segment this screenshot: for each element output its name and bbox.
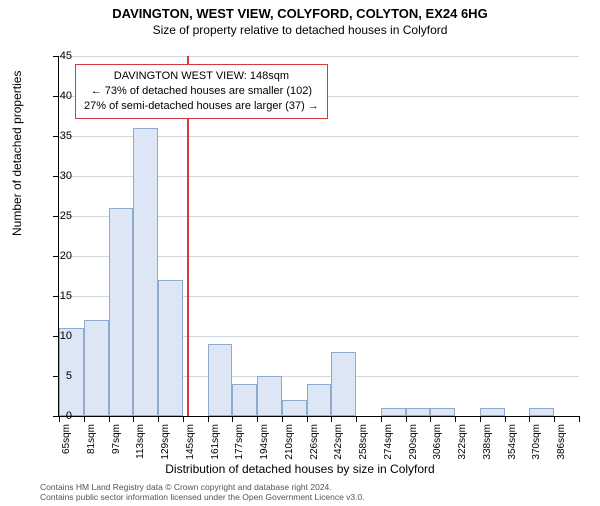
- x-tick: [183, 416, 184, 422]
- x-tick-label: 242sqm: [333, 424, 344, 460]
- y-tick-label: 15: [42, 290, 72, 302]
- x-tick-label: 210sqm: [284, 424, 295, 460]
- histogram-bar: [232, 384, 257, 416]
- annotation-box: DAVINGTON WEST VIEW: 148sqm← 73% of deta…: [75, 64, 328, 119]
- x-tick-label: 145sqm: [185, 424, 196, 460]
- histogram-bar: [84, 320, 109, 416]
- histogram-bar: [133, 128, 158, 416]
- y-tick-label: 10: [42, 330, 72, 342]
- histogram-bar: [109, 208, 134, 416]
- annotation-line-3: 27% of semi-detached houses are larger (…: [84, 99, 319, 114]
- y-tick-label: 40: [42, 90, 72, 102]
- y-tick-label: 25: [42, 210, 72, 222]
- y-tick-label: 5: [42, 370, 72, 382]
- x-tick: [133, 416, 134, 422]
- x-tick-label: 129sqm: [160, 424, 171, 460]
- x-tick-label: 161sqm: [210, 424, 221, 460]
- x-tick-label: 306sqm: [432, 424, 443, 460]
- x-tick-label: 258sqm: [358, 424, 369, 460]
- x-tick: [455, 416, 456, 422]
- histogram-bar: [307, 384, 332, 416]
- x-tick: [430, 416, 431, 422]
- footnote-line-2: Contains public sector information licen…: [40, 492, 365, 502]
- x-tick: [529, 416, 530, 422]
- x-tick: [554, 416, 555, 422]
- x-tick-label: 338sqm: [482, 424, 493, 460]
- x-tick-label: 354sqm: [507, 424, 518, 460]
- x-tick: [307, 416, 308, 422]
- x-tick: [208, 416, 209, 422]
- x-tick: [282, 416, 283, 422]
- x-tick: [406, 416, 407, 422]
- y-axis-title: Number of detached properties: [10, 71, 24, 236]
- x-tick-label: 290sqm: [408, 424, 419, 460]
- x-tick-label: 322sqm: [457, 424, 468, 460]
- x-tick-label: 97sqm: [111, 424, 122, 454]
- x-tick: [257, 416, 258, 422]
- histogram-bar: [331, 352, 356, 416]
- x-tick-label: 194sqm: [259, 424, 270, 460]
- histogram-bar: [257, 376, 282, 416]
- footnote-line-1: Contains HM Land Registry data © Crown c…: [40, 482, 365, 492]
- x-tick: [158, 416, 159, 422]
- x-tick: [579, 416, 580, 422]
- x-tick-label: 274sqm: [383, 424, 394, 460]
- y-tick-label: 45: [42, 50, 72, 62]
- x-tick-label: 226sqm: [309, 424, 320, 460]
- x-tick: [381, 416, 382, 422]
- grid-line: [59, 56, 579, 57]
- x-tick: [232, 416, 233, 422]
- histogram-bar: [158, 280, 183, 416]
- histogram-bar: [480, 408, 505, 416]
- histogram-bar: [529, 408, 554, 416]
- x-tick: [331, 416, 332, 422]
- y-tick-label: 20: [42, 250, 72, 262]
- x-tick: [356, 416, 357, 422]
- x-tick-label: 65sqm: [61, 424, 72, 454]
- histogram-bar: [282, 400, 307, 416]
- page-title: DAVINGTON, WEST VIEW, COLYFORD, COLYTON,…: [0, 6, 600, 21]
- x-tick: [480, 416, 481, 422]
- x-tick-label: 386sqm: [556, 424, 567, 460]
- x-tick: [109, 416, 110, 422]
- histogram-bar: [406, 408, 431, 416]
- annotation-line-2: ← 73% of detached houses are smaller (10…: [84, 84, 319, 99]
- y-tick-label: 30: [42, 170, 72, 182]
- annotation-line-1: DAVINGTON WEST VIEW: 148sqm: [84, 69, 319, 84]
- x-tick-label: 113sqm: [135, 424, 146, 459]
- x-axis-title: Distribution of detached houses by size …: [0, 462, 600, 476]
- x-tick: [84, 416, 85, 422]
- x-tick-label: 370sqm: [531, 424, 542, 460]
- y-tick-label: 35: [42, 130, 72, 142]
- histogram-bar: [430, 408, 455, 416]
- x-tick-label: 177sqm: [234, 424, 245, 460]
- y-tick-label: 0: [42, 410, 72, 422]
- x-tick: [505, 416, 506, 422]
- footnote: Contains HM Land Registry data © Crown c…: [40, 482, 365, 502]
- page-subtitle: Size of property relative to detached ho…: [0, 23, 600, 37]
- histogram-bar: [208, 344, 233, 416]
- x-tick-label: 81sqm: [86, 424, 97, 454]
- histogram-bar: [381, 408, 406, 416]
